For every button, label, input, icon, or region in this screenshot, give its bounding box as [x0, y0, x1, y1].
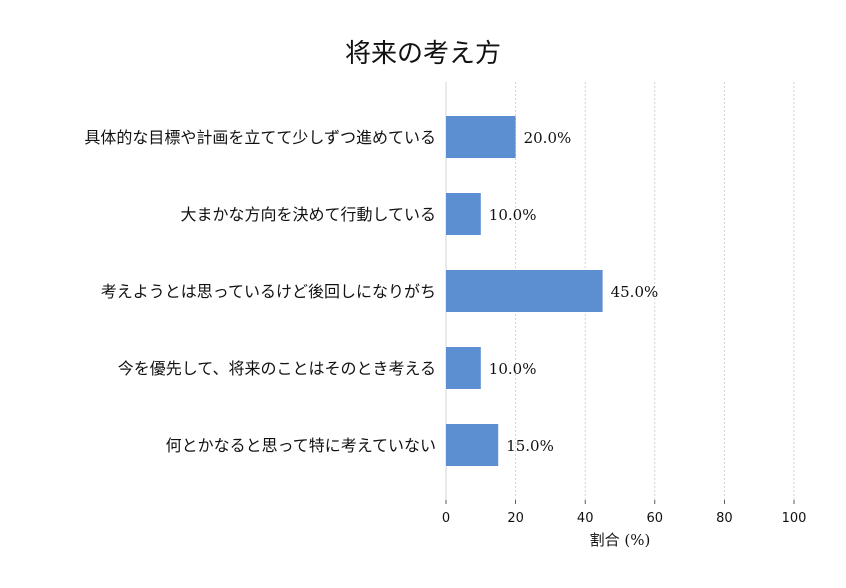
- value-label-4: 10.0%: [489, 360, 537, 378]
- x-tick-label-60: 60: [647, 511, 664, 526]
- x-tick-label-20: 20: [507, 511, 524, 526]
- category-label-4: 今を優先して、将来のことはそのとき考える: [118, 359, 436, 378]
- x-tick-label-40: 40: [577, 511, 594, 526]
- x-tick-label-80: 80: [716, 511, 733, 526]
- chart-title: 将来の考え方: [345, 39, 501, 69]
- value-label-2: 10.0%: [489, 206, 537, 224]
- bars-layer: [446, 116, 603, 466]
- bar-3: [446, 270, 603, 312]
- value-labels: 20.0% 10.0% 45.0% 10.0% 15.0%: [489, 129, 658, 455]
- x-axis-ticks: 0 20 40 60 80 100: [442, 500, 807, 526]
- category-label-1: 具体的な目標や計画を立てて少しずつ進めている: [84, 128, 436, 147]
- value-label-1: 20.0%: [524, 129, 572, 147]
- bar-5: [446, 424, 499, 466]
- x-tick-label-100: 100: [782, 511, 807, 526]
- x-axis-label: 割合 (%): [590, 531, 651, 549]
- category-labels: 具体的な目標や計画を立てて少しずつ進めている大まかな方向を決めて行動している考え…: [84, 128, 436, 455]
- bar-1: [446, 116, 516, 158]
- bar-2: [446, 193, 481, 235]
- category-label-3: 考えようとは思っているけど後回しになりがち: [101, 282, 436, 301]
- category-label-2: 大まかな方向を決めて行動している: [180, 205, 436, 224]
- bar-4: [446, 347, 481, 389]
- value-label-5: 15.0%: [506, 437, 554, 455]
- category-label-5: 何とかなると思って特に考えていない: [166, 436, 436, 455]
- value-label-3: 45.0%: [611, 283, 659, 301]
- x-tick-label-0: 0: [442, 511, 450, 526]
